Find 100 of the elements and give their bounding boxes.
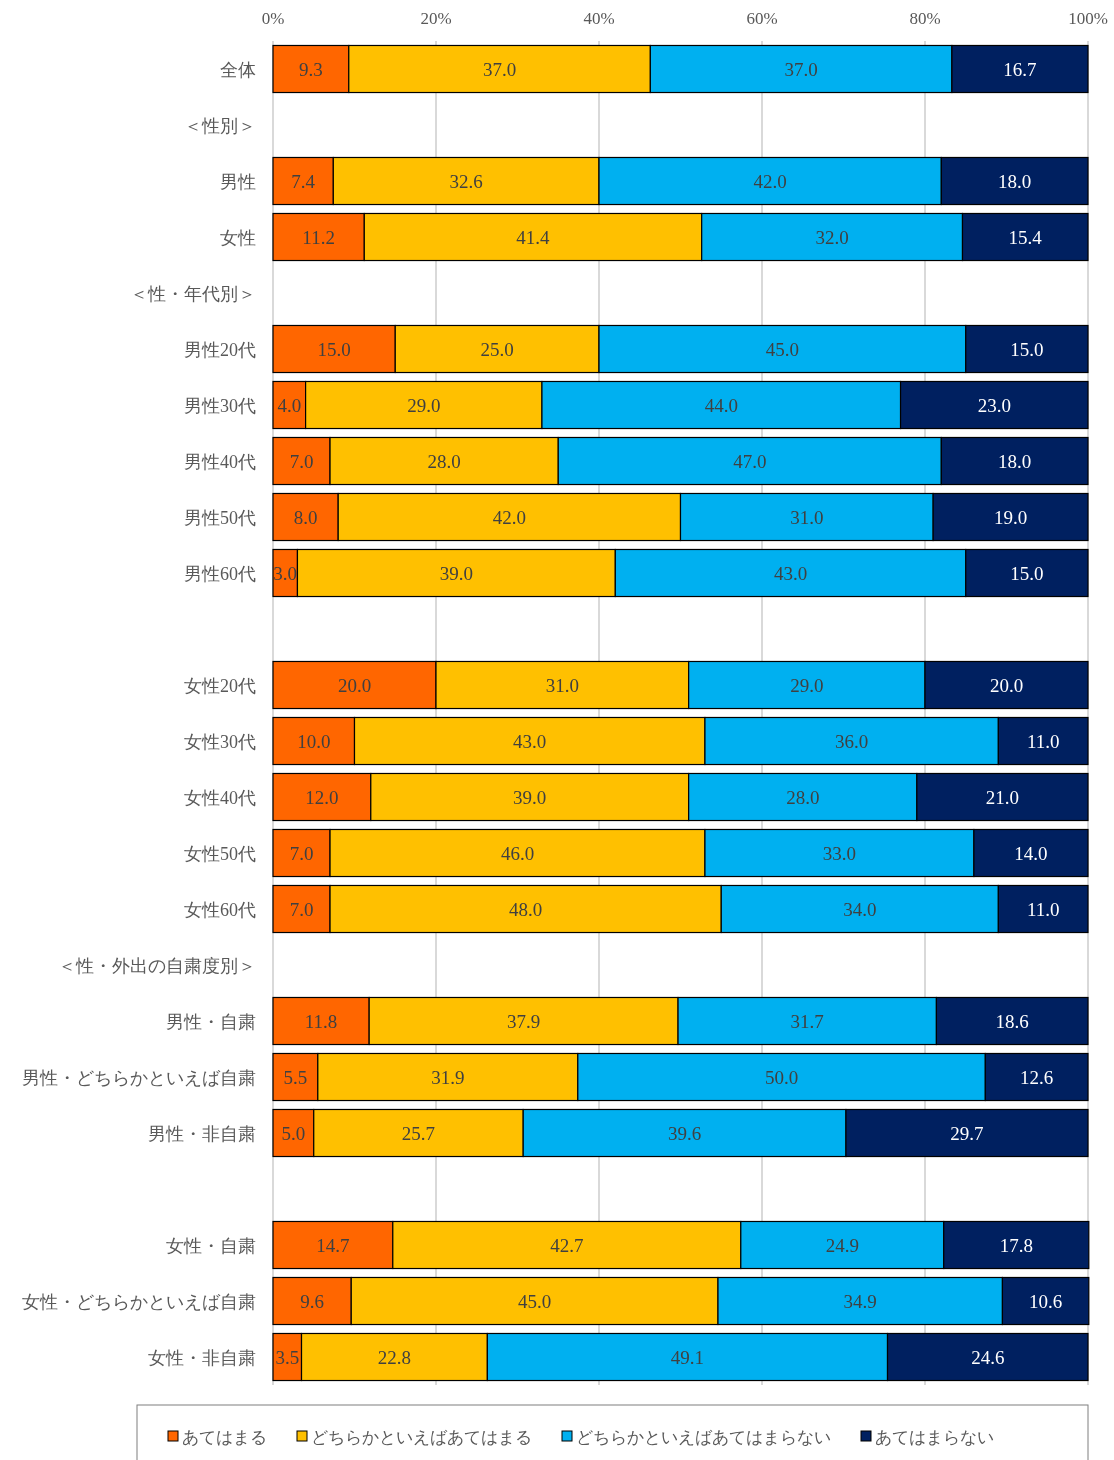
data-label: 25.0 [480,339,514,360]
data-label: 10.6 [1028,1291,1063,1312]
data-label: 7.4 [291,171,316,192]
data-label: 37.9 [506,1011,541,1032]
data-label: 9.6 [300,1291,324,1312]
y-tick-label: 女性 [220,228,256,248]
data-label: 15.4 [1008,227,1043,248]
data-label: 7.0 [289,843,314,864]
data-label: 24.9 [825,1235,859,1256]
data-label: 19.0 [993,507,1028,528]
y-tick-label: ＜性別＞ [184,116,256,136]
data-label: 31.0 [545,675,579,696]
x-tick-label: 0% [261,9,285,28]
x-tick-label: 20% [420,9,452,28]
data-label: 15.0 [1010,563,1044,584]
y-tick-label: 全体 [220,60,256,80]
data-label: 7.0 [289,899,314,920]
y-tick-label: 女性60代 [184,900,256,920]
data-label: 20.0 [989,675,1024,696]
data-label: 21.0 [985,787,1020,808]
data-label: 42.0 [753,171,787,192]
data-label: 29.0 [407,395,441,416]
data-label: 17.8 [999,1235,1033,1256]
data-label: 43.0 [513,731,547,752]
data-label: 37.0 [482,59,517,80]
y-tick-label: 女性40代 [184,788,256,808]
x-tick-label: 40% [583,9,615,28]
data-label: 25.7 [401,1123,436,1144]
data-label: 31.9 [431,1067,465,1088]
data-label: 48.0 [509,899,543,920]
y-tick-label: 女性・自粛 [166,1236,256,1256]
data-label: 22.8 [377,1347,412,1368]
data-label: 10.0 [297,731,331,752]
data-label: 11.0 [1026,899,1060,920]
data-label: 50.0 [764,1067,799,1088]
data-label: 29.7 [950,1123,984,1144]
data-label: 45.0 [765,339,799,360]
data-label: 24.6 [971,1347,1005,1368]
y-tick-label: 男性・非自粛 [148,1124,256,1144]
y-tick-label: 女性・どちらかといえば自粛 [22,1292,256,1312]
x-tick-label: 60% [746,9,778,28]
data-label: 9.3 [299,59,323,80]
x-tick-label: 80% [909,9,941,28]
data-label: 7.0 [289,451,314,472]
y-tick-label: 女性30代 [184,732,256,752]
y-tick-label: 男性50代 [184,508,256,528]
data-label: 11.2 [302,227,335,248]
y-tick-label: 男性40代 [184,452,256,472]
legend-label: どちらかといえばあてはまらない [576,1428,831,1447]
data-label: 49.1 [670,1347,705,1368]
data-label: 23.0 [977,395,1011,416]
data-label: 15.0 [317,339,351,360]
data-label: 20.0 [337,675,372,696]
y-tick-label: 男性60代 [184,564,256,584]
data-label: 3.0 [273,563,298,584]
data-label: 37.0 [784,59,818,80]
data-label: 32.0 [815,227,849,248]
data-label: 8.0 [293,507,318,528]
data-label: 12.0 [305,787,339,808]
data-label: 28.0 [786,787,820,808]
data-label: 34.0 [843,899,877,920]
data-label: 12.6 [1020,1067,1054,1088]
y-tick-label: ＜性・外出の自粛度別＞ [58,956,256,976]
y-tick-label: 男性 [220,172,256,192]
legend-label: どちらかといえばあてはまる [311,1428,532,1447]
data-label: 15.0 [1010,339,1044,360]
data-label: 39.0 [513,787,547,808]
data-label: 18.6 [995,1011,1029,1032]
data-label: 46.0 [500,843,535,864]
data-label: 14.7 [316,1235,350,1256]
y-tick-label: 女性・非自粛 [148,1348,256,1368]
data-label: 28.0 [427,451,461,472]
data-label: 4.0 [277,395,302,416]
data-label: 44.0 [704,395,738,416]
y-tick-label: 男性30代 [184,396,256,416]
data-label: 29.0 [790,675,824,696]
data-label: 5.0 [281,1123,306,1144]
y-tick-label: 男性・自粛 [166,1012,256,1032]
data-label: 34.9 [843,1291,877,1312]
data-label: 14.0 [1014,843,1048,864]
data-label: 33.0 [822,843,857,864]
data-label: 43.0 [773,563,808,584]
y-tick-label: 女性50代 [184,844,256,864]
data-label: 42.7 [550,1235,584,1256]
y-tick-label: 男性20代 [184,340,256,360]
data-label: 11.8 [304,1011,338,1032]
y-tick-label: 男性・どちらかといえば自粛 [22,1068,256,1088]
data-label: 45.0 [517,1291,552,1312]
data-label: 39.0 [439,563,473,584]
data-label: 3.5 [275,1347,300,1368]
data-label: 11.0 [1026,731,1060,752]
legend-label: あてはまらない [875,1428,994,1447]
data-label: 41.4 [516,227,551,248]
data-label: 42.0 [492,507,526,528]
data-label: 18.0 [998,171,1032,192]
y-tick-label: ＜性・年代別＞ [130,284,256,304]
data-label: 36.0 [835,731,869,752]
data-label: 16.7 [1003,59,1037,80]
data-label: 31.0 [790,507,824,528]
legend-label: あてはまる [182,1428,267,1447]
